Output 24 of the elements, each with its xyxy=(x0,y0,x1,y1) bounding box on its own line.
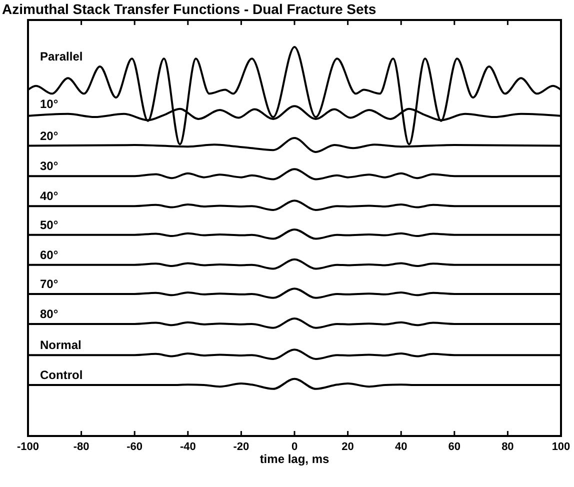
series-label: 30° xyxy=(40,159,58,174)
x-tick-label: 80 xyxy=(502,441,514,453)
series-label: 20° xyxy=(40,128,58,143)
series-label: Parallel xyxy=(40,49,83,64)
x-tick-label: -100 xyxy=(16,441,40,453)
series-label: 80° xyxy=(40,306,58,321)
x-tick-label: 100 xyxy=(552,441,570,453)
x-tick-label: 0 xyxy=(291,441,298,453)
x-tick-label: 20 xyxy=(342,441,354,453)
series-label: Normal xyxy=(40,338,82,352)
series-label: 70° xyxy=(40,277,58,292)
series-label: 10° xyxy=(40,96,58,111)
series-label: 50° xyxy=(40,218,58,232)
x-tick-label: 60 xyxy=(448,441,461,453)
x-tick-label: 40 xyxy=(394,441,408,453)
series-label: 60° xyxy=(40,248,58,262)
series-label: Control xyxy=(40,368,83,382)
series-label: 40° xyxy=(40,189,58,204)
x-tick-label: -60 xyxy=(126,441,143,453)
x-axis-title: time lag, ms xyxy=(260,452,330,466)
x-tick-label: -80 xyxy=(73,441,90,453)
x-tick-label: -20 xyxy=(233,441,250,453)
chart-title: Azimuthal Stack Transfer Functions - Dual Fracture Sets xyxy=(2,1,376,17)
x-tick-label: -40 xyxy=(180,441,196,453)
